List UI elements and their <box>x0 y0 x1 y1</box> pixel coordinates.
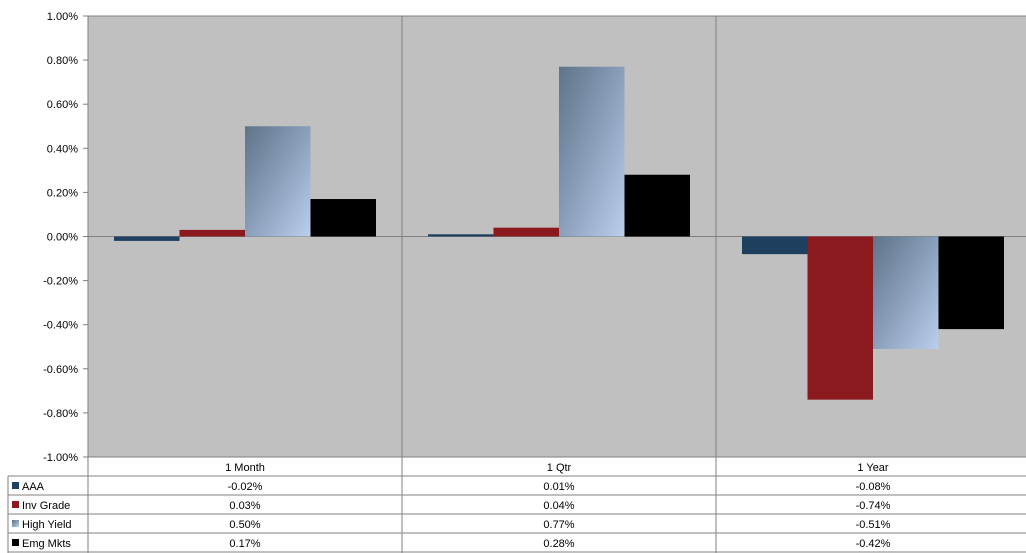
y-tick-label: -0.80% <box>43 408 78 420</box>
bar <box>873 236 939 349</box>
bar <box>742 236 808 255</box>
bar <box>807 236 873 400</box>
y-tick-label: -0.40% <box>43 320 78 332</box>
data-label: 0.04% <box>543 500 574 512</box>
data-label: -0.02% <box>228 481 263 493</box>
data-label: -0.08% <box>856 481 891 493</box>
y-tick-label: -1.00% <box>43 452 78 464</box>
y-tick-label: 0.60% <box>47 99 78 111</box>
data-label: 0.17% <box>229 538 260 550</box>
data-label: 0.28% <box>543 538 574 550</box>
bar <box>310 199 376 237</box>
legend-label: High Yield <box>22 519 72 531</box>
data-label: -0.51% <box>856 519 891 531</box>
bar <box>245 126 311 237</box>
legend-label: AAA <box>22 481 45 493</box>
legend-label: Emg Mkts <box>22 538 71 550</box>
y-axis: 1.00% 0.80% 0.60% 0.40% 0.20% 0.00% -0.20% -0.4… <box>43 11 88 464</box>
bar <box>938 236 1004 330</box>
x-category-label: 1 Qtr <box>547 462 572 474</box>
data-table: 1 Month 1 Qtr 1 Year AAA -0.02% 0.01% -0.08% In… <box>7 456 1026 553</box>
bar <box>624 174 690 237</box>
bar-series <box>114 66 1004 400</box>
y-tick-label: 1.00% <box>47 11 78 23</box>
data-label: 0.03% <box>229 500 260 512</box>
x-category-label: 1 Year <box>857 462 889 474</box>
y-tick-label: -0.20% <box>43 276 78 288</box>
data-label: -0.74% <box>856 500 891 512</box>
legend-key <box>12 482 19 489</box>
bar <box>114 236 180 241</box>
y-tick-label: 0.80% <box>47 55 78 67</box>
legend-key <box>12 539 19 546</box>
y-tick-label: 0.40% <box>47 143 78 155</box>
x-category-label: 1 Month <box>225 462 265 474</box>
data-label: 0.01% <box>543 481 574 493</box>
data-label: 0.77% <box>543 519 574 531</box>
bar <box>179 229 245 237</box>
bar <box>493 227 559 237</box>
y-tick-label: 0.00% <box>47 232 78 244</box>
y-tick-label: -0.60% <box>43 364 78 376</box>
y-tick-label: 0.20% <box>47 187 78 199</box>
bar <box>559 66 625 237</box>
data-label: -0.42% <box>856 538 891 550</box>
legend-key <box>12 520 19 527</box>
legend-label: Inv Grade <box>22 500 70 512</box>
legend-key <box>12 501 19 508</box>
bar <box>428 234 494 237</box>
data-label: 0.50% <box>229 519 260 531</box>
